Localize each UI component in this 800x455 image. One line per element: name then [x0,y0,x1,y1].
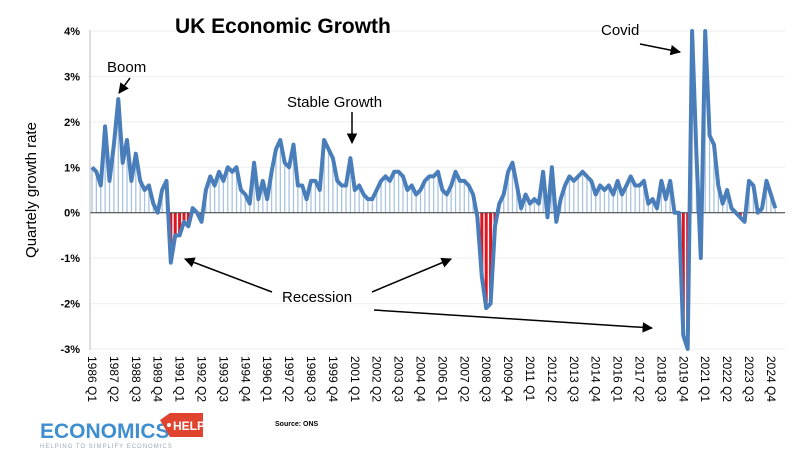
logo-badge: HELP [173,419,205,433]
x-tick-label: 1992 Q2 [195,356,209,402]
x-tick-label: 2013 Q3 [567,356,581,402]
economics-help-logo: ECONOMICS HELP HELPING TO SIMPLIFY ECONO… [40,413,205,450]
y-tick-label: 3% [64,71,80,83]
annotation-stable-growth: Stable Growth [287,94,382,111]
arrow-covid [639,43,682,56]
x-tick-labels: 1986 Q1 1987 Q2 1988 Q3 1989 Q4 1991 Q1 1992 … [85,356,778,402]
arrow-recession-2020 [373,309,654,333]
x-tick-label: 1996 Q1 [260,356,274,402]
arrow-boom [118,77,131,94]
x-tick-label: 1999 Q4 [326,356,340,402]
x-tick-label: 2019 Q4 [676,356,690,402]
x-tick-label: 2003 Q3 [392,356,406,402]
source-note: Source: ONS [275,421,319,428]
x-tick-label: 2021 Q1 [698,356,712,402]
y-tick-label: 4% [64,26,80,38]
x-tick-label: 2017 Q2 [633,356,647,402]
y-tick-label: -3% [60,344,80,356]
y-tick-label: 1% [64,162,80,174]
x-tick-label: 1994 Q4 [238,356,252,402]
y-tick-label: -1% [60,253,80,265]
x-tick-label: 1987 Q2 [107,356,121,402]
x-tick-label: 2001 Q1 [348,356,362,402]
growth-line [90,29,778,351]
x-tick-label: 2016 Q1 [611,356,625,402]
chart-title: UK Economic Growth [175,15,391,38]
y-tick-label: 2% [64,117,80,129]
y-tick-label: -2% [60,299,80,311]
x-tick-label: 1993 Q3 [216,356,230,402]
x-tick-label: 1991 Q1 [173,356,187,402]
x-tick-label: 1998 Q3 [304,356,318,402]
logo-name: ECONOMICS [40,420,170,443]
annotation-boom: Boom [107,59,146,76]
logo-tagline: HELPING TO SIMPLIFY ECONOMICS [40,444,173,450]
x-tick-label: 2022 Q2 [720,356,734,402]
y-tick-label: 0% [64,208,80,220]
x-tick-label: 2006 Q1 [435,356,449,402]
annotation-recession: Recession [282,289,352,306]
y-tick-labels: 4% 3% 2% 1% 0% -1% -2% -3% [60,26,80,356]
x-tick-label: 2007 Q2 [457,356,471,402]
x-tick-label: 2012 Q2 [545,356,559,402]
x-tick-label: 1988 Q3 [129,356,143,402]
gridlines [90,30,785,350]
x-tick-label: 1989 Q4 [151,356,165,402]
x-tick-label: 2008 Q3 [479,356,493,402]
arrow-recession-2008 [371,257,452,293]
x-tick-label: 2023 Q3 [742,356,756,402]
x-tick-label: 2002 Q2 [370,356,384,402]
x-tick-label: 2018 Q3 [654,356,668,402]
x-tick-label: 2014 Q4 [589,356,603,402]
x-tick-label: 2009 Q4 [501,356,515,402]
annotation-covid: Covid [601,22,639,39]
x-tick-label: 2024 Q4 [764,356,778,402]
x-tick-label: 2004 Q4 [414,356,428,402]
y-axis-label: Quartely growth rate [23,122,40,258]
x-tick-label: 1997 Q2 [282,356,296,402]
x-tick-label: 2011 Q1 [523,356,537,401]
arrow-recession-1990 [184,257,273,293]
x-tick-label: 1986 Q1 [85,356,99,402]
